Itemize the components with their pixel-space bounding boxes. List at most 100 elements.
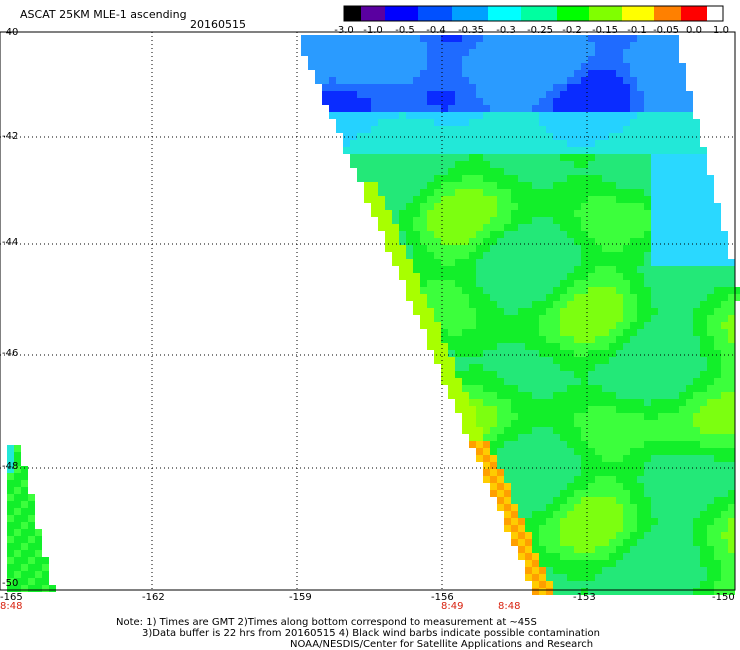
swath-cell — [511, 147, 518, 154]
swath-cell — [350, 119, 357, 126]
swath-cell — [630, 343, 637, 350]
swath-cell — [483, 252, 490, 259]
swath-cell — [728, 476, 735, 483]
swath-cell — [399, 35, 406, 42]
swath-cell — [595, 147, 602, 154]
swath-cell — [721, 287, 728, 294]
swath-cell — [637, 203, 644, 210]
swath-cell — [567, 224, 574, 231]
swath-cell — [714, 231, 721, 238]
swath-cell — [630, 497, 637, 504]
swath-cell — [637, 294, 644, 301]
swath-cell — [420, 140, 427, 147]
swath-cell — [630, 504, 637, 511]
swath-cell — [539, 581, 546, 588]
swath-cell — [553, 154, 560, 161]
swath-cell — [644, 154, 651, 161]
swath-cell — [686, 322, 693, 329]
swath-cell — [630, 399, 637, 406]
swath-cell — [546, 266, 553, 273]
swath-cell — [588, 483, 595, 490]
swath-cell — [434, 189, 441, 196]
swath-cell — [532, 588, 539, 595]
swath-cell — [490, 315, 497, 322]
swath-cell — [728, 532, 735, 539]
swath-cell — [644, 84, 651, 91]
swath-cell — [392, 245, 399, 252]
swath-cell — [658, 420, 665, 427]
swath-cell — [574, 266, 581, 273]
swath-cell — [399, 245, 406, 252]
swath-cell — [420, 287, 427, 294]
swath-cell — [623, 364, 630, 371]
swath-cell — [546, 98, 553, 105]
swath-cell — [707, 322, 714, 329]
swath-cell — [574, 546, 581, 553]
swath-cell — [553, 434, 560, 441]
swath-cell — [686, 112, 693, 119]
swath-cell — [700, 525, 707, 532]
swath-cell — [707, 448, 714, 455]
swath-cell — [532, 196, 539, 203]
swath-cell — [462, 175, 469, 182]
swath-cell — [553, 196, 560, 203]
swath-cell — [595, 119, 602, 126]
swath-cell — [483, 70, 490, 77]
swath-cell — [686, 581, 693, 588]
swath-cell — [455, 308, 462, 315]
swath-cell — [700, 378, 707, 385]
swath-cell — [518, 476, 525, 483]
swath-cell — [679, 189, 686, 196]
swath-cell — [371, 35, 378, 42]
swath-cell — [707, 525, 714, 532]
swath-cell — [539, 350, 546, 357]
swath-cell — [672, 49, 679, 56]
swath-cell — [651, 126, 658, 133]
swath-cell — [385, 154, 392, 161]
swath-cell — [686, 490, 693, 497]
swath-cell — [595, 77, 602, 84]
swath-cell — [707, 476, 714, 483]
swath-cell — [672, 350, 679, 357]
swath-cell — [721, 560, 728, 567]
swath-cell — [546, 147, 553, 154]
swath-cell — [483, 294, 490, 301]
swath-cell — [462, 210, 469, 217]
swath-cell — [679, 546, 686, 553]
swath-cell — [616, 427, 623, 434]
swath-cell — [609, 203, 616, 210]
swath-cell — [504, 511, 511, 518]
swath-cell — [581, 427, 588, 434]
swath-cell — [623, 189, 630, 196]
colorbar-label: -0.4 — [426, 25, 446, 36]
swath-cell — [525, 322, 532, 329]
swath-cell — [602, 483, 609, 490]
swath-cell — [686, 287, 693, 294]
swath-cell — [679, 168, 686, 175]
swath-cell — [679, 497, 686, 504]
swath-cell — [441, 112, 448, 119]
swath-cell — [609, 56, 616, 63]
swath-cell — [539, 112, 546, 119]
swath-cell — [476, 84, 483, 91]
swath-cell — [553, 364, 560, 371]
swath-cell — [350, 161, 357, 168]
swath-cell — [644, 483, 651, 490]
swath-cell — [574, 413, 581, 420]
swath-cell — [371, 175, 378, 182]
swath-cell — [707, 294, 714, 301]
swath-cell — [630, 231, 637, 238]
swath-cell — [7, 466, 14, 473]
swath-cell — [553, 203, 560, 210]
swath-cell — [609, 35, 616, 42]
lat-label: -50 — [2, 578, 19, 589]
swath-cell — [595, 588, 602, 595]
swath-cell — [588, 231, 595, 238]
swath-cell — [567, 553, 574, 560]
swath-cell — [616, 546, 623, 553]
swath-cell — [490, 49, 497, 56]
swath-cell — [595, 371, 602, 378]
swath-cell — [616, 161, 623, 168]
swath-cell — [728, 539, 735, 546]
swath-cell — [567, 399, 574, 406]
